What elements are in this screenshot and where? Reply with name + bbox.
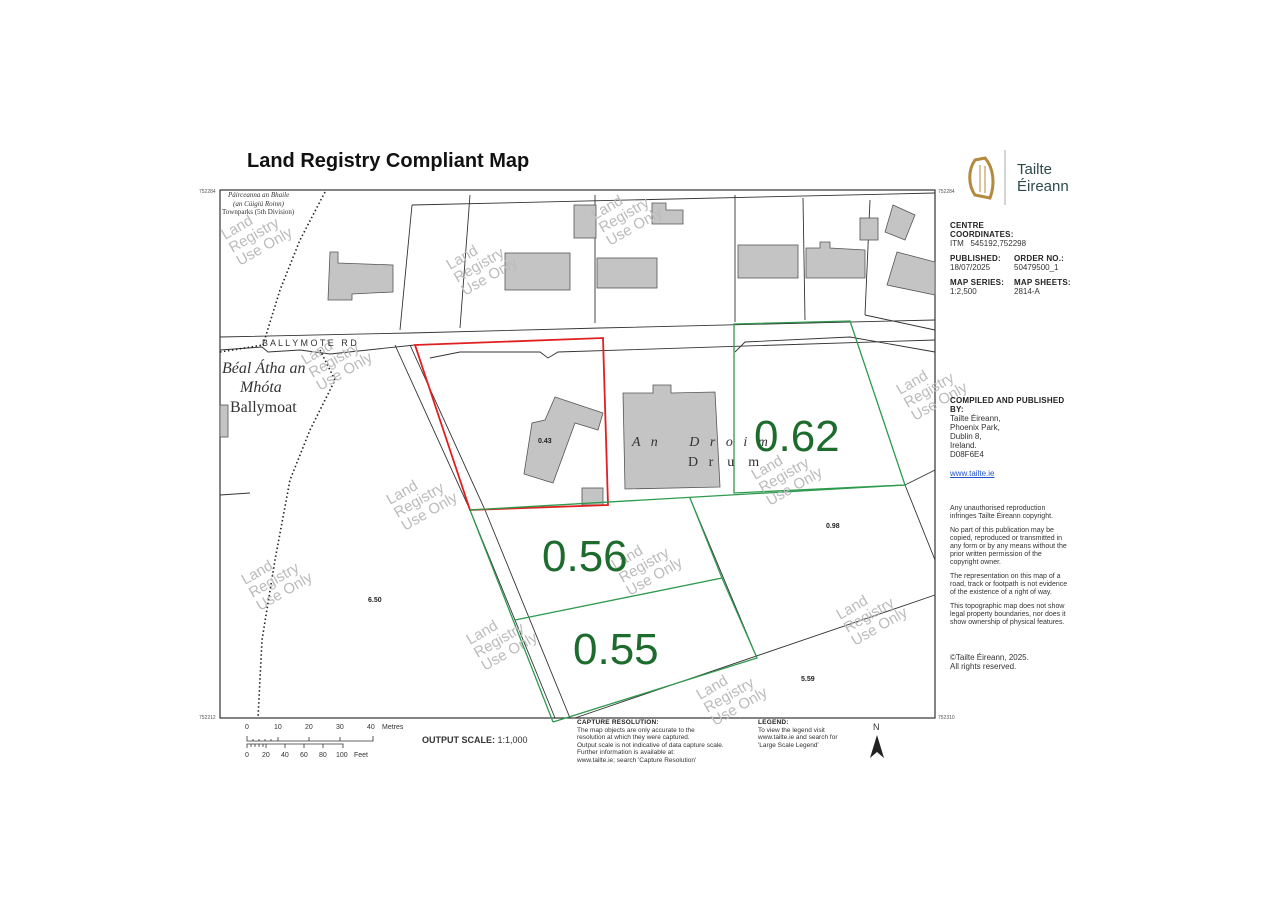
buildings: [219, 202, 936, 506]
townland-english: Townparks (5th Division): [222, 208, 295, 216]
svg-text:10: 10: [274, 724, 282, 731]
svg-text:100: 100: [336, 752, 348, 759]
svg-text:Feet: Feet: [354, 752, 368, 759]
place-english: Ballymoat: [230, 399, 297, 416]
svg-text:40: 40: [281, 752, 289, 759]
svg-text:752212: 752212: [199, 715, 216, 721]
place-irish-2: Mhóta: [239, 379, 282, 396]
place-irish-1: Béal Átha an: [222, 358, 306, 377]
map-title: Land Registry Compliant Map: [247, 150, 530, 172]
road-name: B A L L Y M O T E R D: [262, 338, 357, 348]
svg-text:20: 20: [305, 724, 313, 731]
capture-resolution: CAPTURE RESOLUTION: The map objects are …: [577, 719, 724, 764]
svg-text:60: 60: [300, 752, 308, 759]
svg-text:752284: 752284: [938, 189, 955, 195]
svg-text:40: 40: [367, 724, 375, 731]
townland-irish-2: (an Cúigiú Roinn): [233, 200, 285, 208]
svg-text:5.59: 5.59: [801, 676, 815, 683]
svg-text:0.98: 0.98: [826, 523, 840, 530]
townland-boundary: [219, 191, 336, 719]
svg-text:0.62: 0.62: [754, 412, 840, 461]
svg-text:Metres: Metres: [382, 724, 404, 731]
svg-text:6.50: 6.50: [368, 597, 382, 604]
svg-text:0.55: 0.55: [573, 625, 659, 674]
locality-irish: A n D r o i m: [631, 435, 768, 450]
scale-bar: [246, 736, 374, 748]
area-labels: 0.43 6.50 0.98 5.59: [368, 438, 840, 683]
svg-text:0: 0: [245, 724, 249, 731]
svg-text:20: 20: [262, 752, 270, 759]
north-arrow-icon: [870, 735, 884, 758]
green-parcels: [469, 320, 906, 723]
svg-text:0.43: 0.43: [538, 438, 552, 445]
notices: Any unauthorised reproduction infringes …: [950, 505, 1068, 671]
north-label: N: [873, 722, 880, 732]
townland-irish: Páirceanna an Bhaile: [227, 191, 289, 199]
svg-text:0: 0: [245, 752, 249, 759]
svg-text:80: 80: [319, 752, 327, 759]
svg-text:30: 30: [336, 724, 344, 731]
website-link[interactable]: www.tailte.ie: [950, 469, 995, 478]
brand-name: Tailte Éireann: [1017, 161, 1069, 195]
corner-coordinates: 752284 752212 752284 752310: [199, 189, 955, 721]
legend-note: LEGEND: To view the legend visit www.tail…: [758, 719, 838, 749]
locality-english: D r u m: [688, 455, 759, 470]
output-scale: OUTPUT SCALE: 1:1,000: [422, 735, 528, 745]
scale-labels: 0 10 20 30 40 Metres 0 20 40 60 80 100 F…: [245, 724, 404, 759]
publisher-panel: COMPILED AND PUBLISHED BY: Tailte Éirean…: [950, 396, 1065, 478]
svg-text:752284: 752284: [199, 189, 216, 195]
harp-icon: [968, 156, 995, 200]
highlighted-area-labels: 0.62 0.56 0.55: [542, 412, 840, 674]
svg-text:752310: 752310: [938, 715, 955, 721]
svg-text:0.56: 0.56: [542, 532, 628, 581]
red-boundary: [413, 337, 609, 511]
map-info-panel: CENTRE COORDINATES: ITM 545192,752298 PU…: [950, 221, 1071, 296]
